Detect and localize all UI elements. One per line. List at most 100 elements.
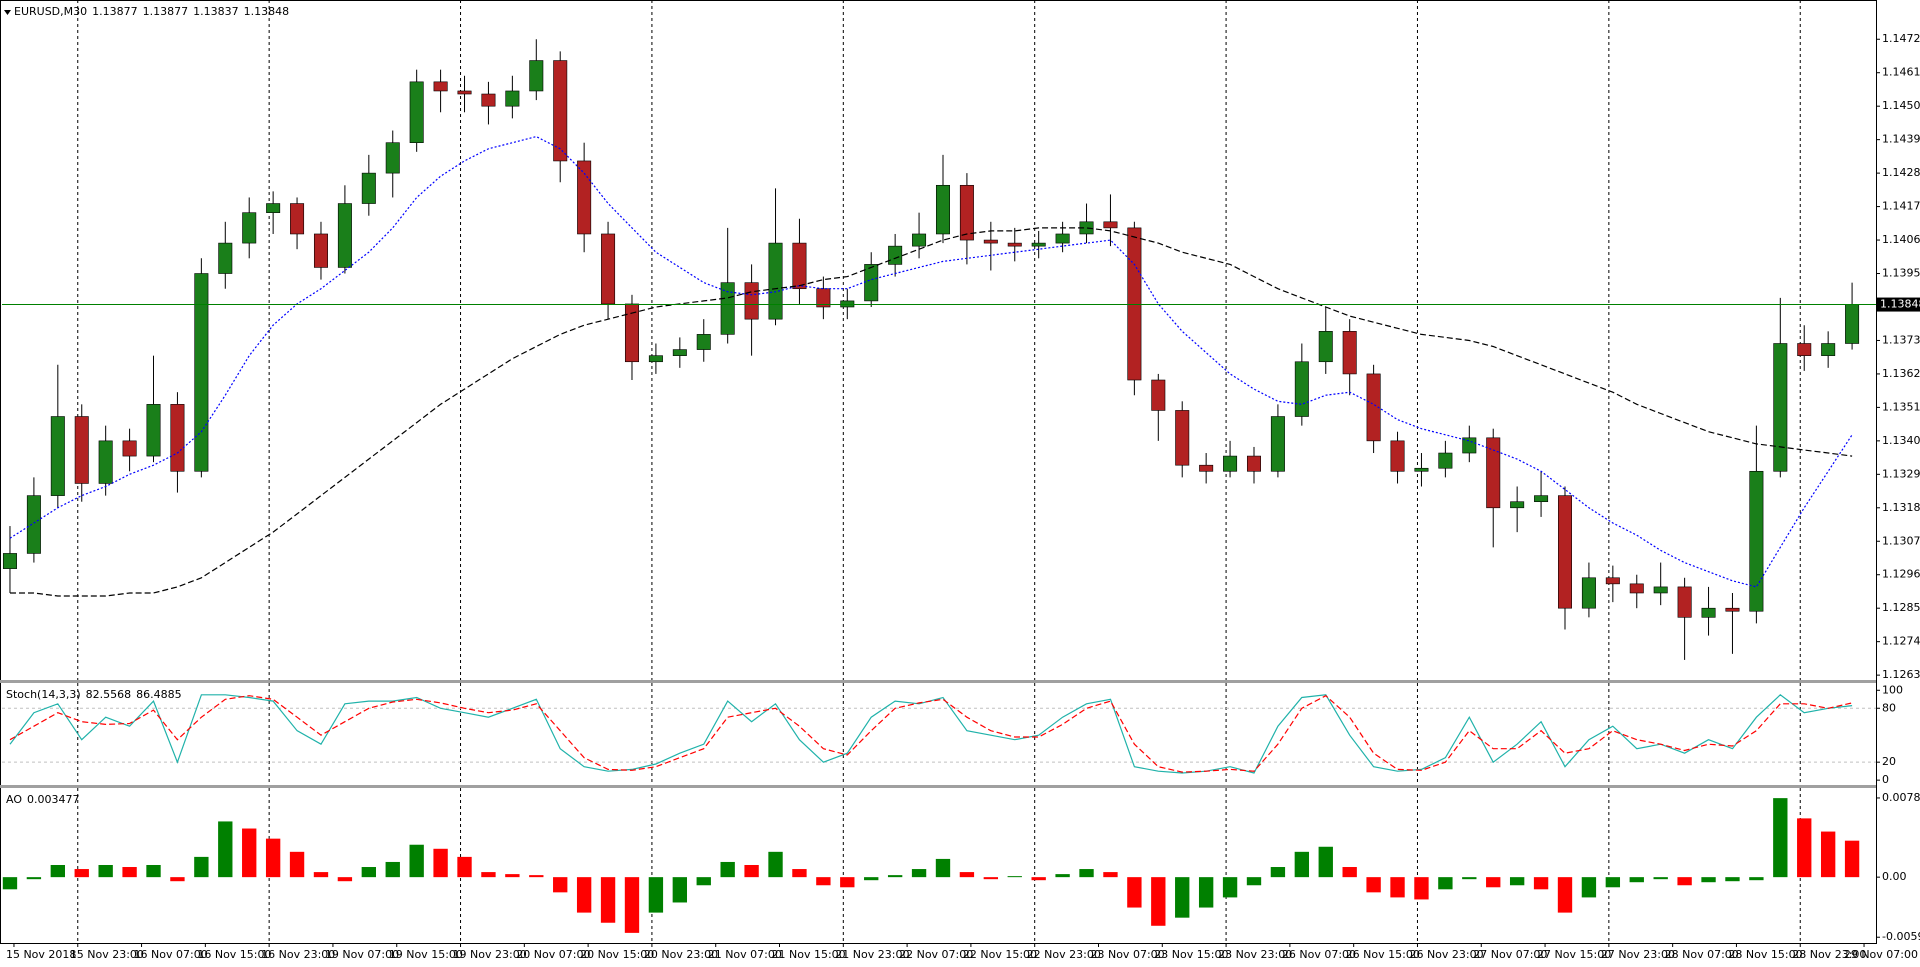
y-tick-label: 1.14280 <box>1882 166 1920 179</box>
candle-body <box>1223 455 1238 472</box>
pane-readout: AO 0.003477 <box>6 793 80 806</box>
ao-bar <box>1533 877 1549 890</box>
x-tick-label: 27 Nov 07:00 <box>1473 948 1547 961</box>
candle-body <box>1342 331 1357 375</box>
x-tick-label: 26 Nov 07:00 <box>1282 948 1356 961</box>
x-tick-label: 23 Nov 07:00 <box>1090 948 1164 961</box>
x-tick-label: 29 Nov 07:00 <box>1844 948 1918 961</box>
y-tick-label: 1.13180 <box>1882 501 1920 514</box>
readout-value: 1.13848 <box>244 5 290 18</box>
ao-bar <box>1438 877 1453 890</box>
readout-value: Stoch(14,3,3) <box>6 688 81 701</box>
candle-body <box>1605 577 1620 585</box>
ao-bar <box>1079 869 1094 878</box>
ao-bar <box>26 877 42 880</box>
ao-bar <box>600 877 616 923</box>
x-tick-label: 20 Nov 07:00 <box>516 948 590 961</box>
candle-body <box>2 553 17 569</box>
y-tick-label: 1.12630 <box>1882 668 1920 681</box>
candle-body <box>1725 607 1740 612</box>
y-tick-label: 1.13950 <box>1882 267 1920 280</box>
ao-bar <box>1773 798 1788 878</box>
candle-body <box>146 404 161 457</box>
ao-bar <box>146 864 161 878</box>
ao-bar <box>1366 877 1381 893</box>
candle-body <box>768 242 783 320</box>
candle-body <box>529 60 544 92</box>
candle-body <box>194 273 209 472</box>
candle-body <box>1581 577 1596 609</box>
current-price-box <box>1877 297 1920 312</box>
x-tick-label: 22 Nov 15:00 <box>963 948 1037 961</box>
candle-body <box>577 160 592 235</box>
y-tick-label: 1.13070 <box>1882 534 1920 547</box>
candle-body <box>959 184 974 241</box>
ao-bar <box>1007 876 1022 878</box>
y-tick-label: 1.13400 <box>1882 434 1920 447</box>
ao-bar <box>1820 831 1836 878</box>
candle-body <box>792 242 807 290</box>
y-tick-label: 1.14610 <box>1882 66 1920 79</box>
ao-bar <box>385 861 400 878</box>
x-tick-label: 21 Nov 23:00 <box>835 948 909 961</box>
x-tick-label: 15 Nov 2018 <box>6 948 76 961</box>
candle-body <box>1390 440 1405 472</box>
x-tick-label: 16 Nov 07:00 <box>134 948 208 961</box>
candle-body <box>553 60 568 162</box>
candle-body <box>481 93 496 107</box>
menu-arrow[interactable] <box>4 10 11 15</box>
candle-body <box>888 245 903 265</box>
ao-bar <box>313 872 329 878</box>
candle-body <box>218 242 233 274</box>
y-tick-label: 1.12850 <box>1882 601 1920 614</box>
current-price-label: 1.13848 <box>1880 298 1920 311</box>
candle-body <box>170 404 185 472</box>
y-tick-label: 1.13290 <box>1882 467 1920 480</box>
ao-bar <box>768 851 783 878</box>
y-tick-label: 1.13730 <box>1882 333 1920 346</box>
readout-value: EURUSD,M30 <box>14 5 87 18</box>
candle-body <box>672 349 687 356</box>
ao-bar <box>887 875 903 878</box>
candle-body <box>1845 304 1860 344</box>
y-tick-label: 80 <box>1882 701 1896 714</box>
ao-bar <box>1844 840 1860 878</box>
ao-bar <box>1557 877 1573 913</box>
candle-body <box>313 233 328 268</box>
x-tick-label: 20 Nov 23:00 <box>644 948 718 961</box>
candle-body <box>840 300 855 308</box>
candle-body <box>624 303 639 363</box>
candle-body <box>601 233 616 305</box>
y-tick-label: 0 <box>1882 773 1889 786</box>
ao-bar <box>1175 877 1190 918</box>
y-tick-label: 0.00 <box>1882 870 1907 883</box>
candle-body <box>1055 233 1070 244</box>
candle-body <box>1821 343 1836 356</box>
ao-bar <box>361 867 377 878</box>
ao-bar <box>864 877 879 881</box>
y-tick-label: 1.14390 <box>1882 133 1920 146</box>
ao-bar <box>1749 877 1764 881</box>
ao-bar <box>1486 877 1501 888</box>
candle-body <box>409 81 424 143</box>
candle-body <box>744 282 759 320</box>
candle-body <box>983 239 998 244</box>
y-tick-label: 100 <box>1882 683 1903 696</box>
ao-bar <box>74 869 89 878</box>
ao-bar <box>289 851 305 878</box>
ao-bar <box>983 877 999 880</box>
readout-value: 1.13837 <box>193 5 239 18</box>
readout-value: 0.003477 <box>27 793 80 806</box>
ao-bar <box>122 867 137 878</box>
candle-body <box>1773 343 1788 472</box>
y-tick-label: 1.14060 <box>1882 233 1920 246</box>
x-tick-label: 21 Nov 15:00 <box>772 948 846 961</box>
candle-body <box>1534 495 1549 503</box>
candle-body <box>242 212 257 244</box>
candle-body <box>816 288 831 308</box>
x-tick-label: 21 Nov 07:00 <box>708 948 782 961</box>
ao-bar <box>1127 877 1142 908</box>
candle-body <box>935 184 950 235</box>
